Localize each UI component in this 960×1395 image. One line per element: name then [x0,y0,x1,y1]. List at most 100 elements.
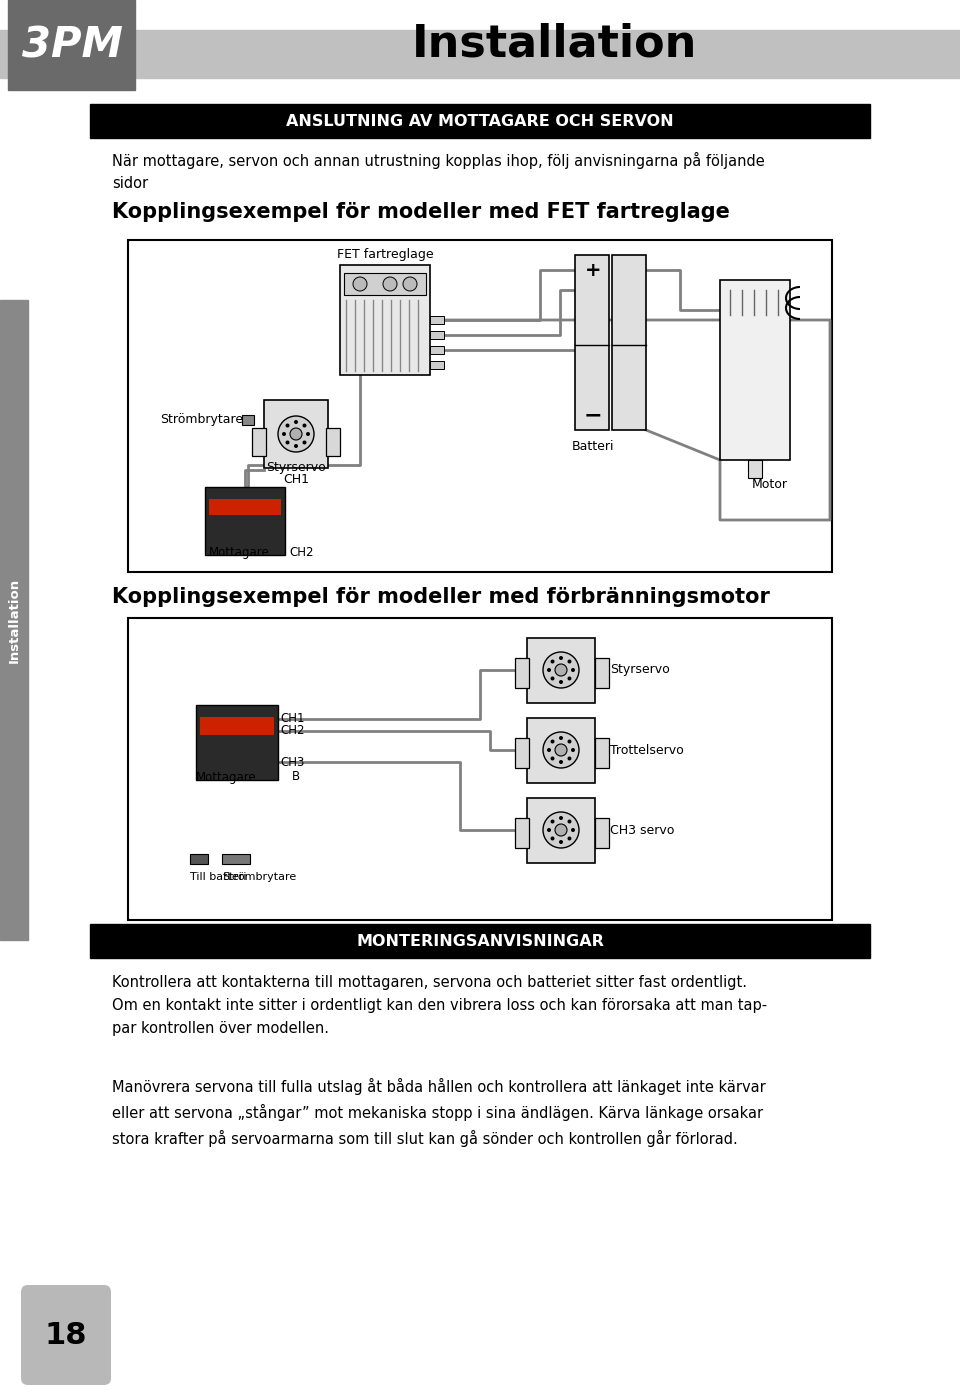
Bar [128,240,832,572]
Bar [205,487,285,555]
Circle shape [547,748,551,752]
Circle shape [567,819,571,823]
Text: Motor: Motor [752,478,788,491]
Bar [527,798,595,864]
Bar [242,414,254,425]
Bar [527,718,595,783]
Bar [222,854,250,864]
Text: 18: 18 [45,1321,87,1349]
Circle shape [302,424,306,427]
Bar [326,428,340,456]
Circle shape [285,424,290,427]
Bar [128,618,832,919]
Bar [252,428,266,456]
Text: Styrservo: Styrservo [610,664,670,677]
Text: Strömbrytare: Strömbrytare [222,872,297,882]
Text: CH3 servo: CH3 servo [610,823,674,837]
Bar [430,331,444,339]
Circle shape [567,660,571,664]
Bar [575,255,609,430]
Circle shape [555,664,567,677]
Bar [748,460,762,478]
Text: Batteri: Batteri [572,439,614,453]
Circle shape [383,278,397,292]
Circle shape [559,816,563,820]
Circle shape [559,840,563,844]
Bar [430,317,444,324]
Circle shape [282,432,286,437]
Circle shape [294,420,298,424]
Circle shape [550,837,555,840]
Text: ANSLUTNING AV MOTTAGARE OCH SERVON: ANSLUTNING AV MOTTAGARE OCH SERVON [286,113,674,128]
Bar [595,658,609,688]
Text: När mottagare, servon och annan utrustning kopplas ihop, följ anvisningarna på f: När mottagare, servon och annan utrustni… [112,152,765,191]
Bar [0,31,960,78]
Circle shape [571,668,575,672]
Bar [515,658,529,688]
Bar [344,273,426,294]
Circle shape [571,829,575,831]
Bar [200,717,274,735]
Circle shape [550,819,555,823]
Bar [8,0,135,91]
Circle shape [403,278,417,292]
Circle shape [302,441,306,445]
Text: Kopplingsexempel för modeller med FET fartreglage: Kopplingsexempel för modeller med FET fa… [112,202,730,222]
Circle shape [559,679,563,684]
Bar [209,499,281,515]
Bar [430,361,444,370]
Text: Trottelservo: Trottelservo [610,744,684,756]
Bar [264,400,328,467]
Text: CH3: CH3 [280,756,304,769]
Circle shape [567,739,571,744]
Bar [430,346,444,354]
Circle shape [555,824,567,836]
Bar [0,300,28,940]
Circle shape [559,760,563,764]
FancyBboxPatch shape [21,1285,111,1385]
Text: CH1: CH1 [283,473,309,485]
Circle shape [547,668,551,672]
Circle shape [294,444,298,448]
Bar [196,704,278,780]
Circle shape [278,416,314,452]
Bar [90,923,870,958]
Bar [515,738,529,769]
Text: Kontrollera att kontakterna till mottagaren, servona och batteriet sitter fast o: Kontrollera att kontakterna till mottaga… [112,975,767,1035]
Text: Installation: Installation [8,578,20,663]
Circle shape [571,748,575,752]
Circle shape [567,677,571,681]
Text: Installation: Installation [412,22,698,66]
Text: +: + [585,261,601,279]
Text: Styrservo: Styrservo [266,460,325,474]
Circle shape [353,278,367,292]
Circle shape [550,677,555,681]
Circle shape [543,812,579,848]
Text: CH2: CH2 [289,545,314,559]
Text: Kopplingsexempel för modeller med förbränningsmotor: Kopplingsexempel för modeller med förbrä… [112,587,770,607]
Bar [90,105,870,138]
Circle shape [550,756,555,760]
Text: Till batteri: Till batteri [190,872,247,882]
Text: Mottagare: Mottagare [196,771,256,784]
Text: Mottagare: Mottagare [209,545,270,559]
Circle shape [567,756,571,760]
Bar [720,280,790,460]
Circle shape [285,441,290,445]
Circle shape [550,739,555,744]
Text: −: − [584,405,602,425]
Text: CH2: CH2 [280,724,304,738]
Circle shape [306,432,310,437]
Text: CH1: CH1 [280,713,304,725]
Bar [612,255,646,430]
Circle shape [567,837,571,840]
Text: Strömbrytare: Strömbrytare [160,413,243,427]
Text: B: B [292,770,300,783]
Circle shape [555,744,567,756]
Circle shape [543,651,579,688]
Circle shape [550,660,555,664]
Bar [595,738,609,769]
Text: Manövrera servona till fulla utslag åt båda hållen och kontrollera att länkaget : Manövrera servona till fulla utslag åt b… [112,1078,766,1147]
Bar [515,817,529,848]
Circle shape [290,428,302,439]
